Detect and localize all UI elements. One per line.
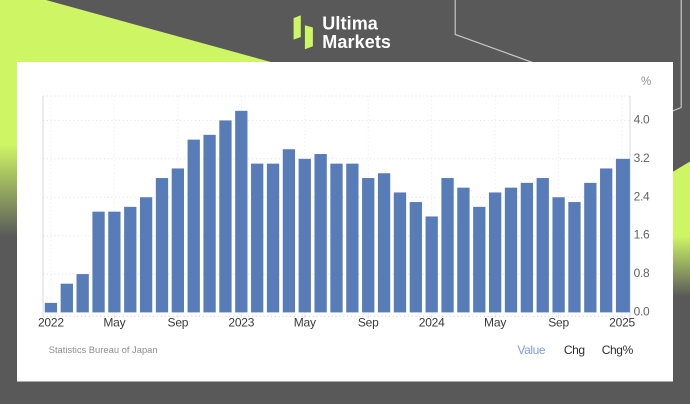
svg-text:Sep: Sep: [358, 315, 379, 329]
svg-text:2025: 2025: [609, 315, 635, 329]
svg-text:2023: 2023: [228, 315, 254, 329]
svg-text:May: May: [103, 315, 125, 329]
svg-text:Ultima: Ultima: [322, 14, 378, 34]
svg-text:2022: 2022: [38, 315, 64, 329]
svg-text:2.4: 2.4: [634, 189, 650, 203]
svg-text:Value: Value: [517, 343, 546, 357]
svg-text:May: May: [294, 315, 316, 329]
svg-text:Chg%: Chg%: [602, 343, 634, 357]
svg-text:3.2: 3.2: [634, 151, 650, 165]
svg-text:2024: 2024: [419, 315, 445, 329]
svg-text:Statistics Bureau of Japan: Statistics Bureau of Japan: [49, 344, 158, 355]
svg-text:4.0: 4.0: [634, 112, 650, 126]
svg-text:Sep: Sep: [548, 315, 569, 329]
svg-text:0.0: 0.0: [634, 305, 650, 319]
svg-text:0.8: 0.8: [634, 266, 650, 280]
svg-text:1.6: 1.6: [634, 228, 650, 242]
svg-text:Chg: Chg: [564, 343, 585, 357]
svg-text:Markets: Markets: [322, 32, 391, 52]
svg-text:%: %: [641, 76, 651, 88]
svg-text:May: May: [484, 315, 506, 329]
svg-text:Sep: Sep: [168, 315, 189, 329]
